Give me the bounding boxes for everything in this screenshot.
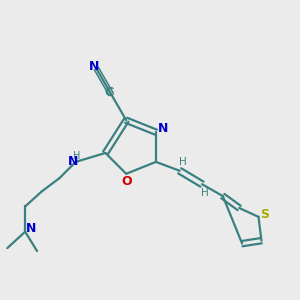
Text: N: N [89, 60, 100, 73]
Text: N: N [26, 222, 36, 235]
Text: O: O [121, 175, 131, 188]
Text: H: H [74, 151, 81, 161]
Text: H: H [179, 157, 187, 167]
Text: S: S [260, 208, 269, 221]
Text: N: N [158, 122, 169, 135]
Text: N: N [68, 155, 78, 168]
Text: C: C [105, 86, 114, 99]
Text: H: H [201, 188, 209, 198]
